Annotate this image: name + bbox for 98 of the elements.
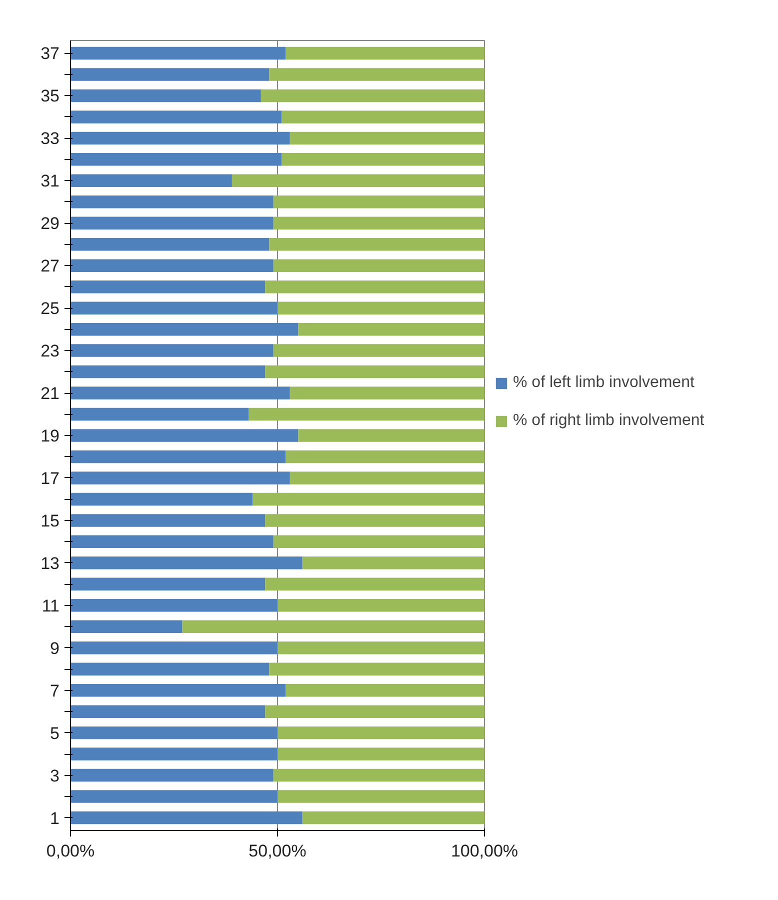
bar (278, 748, 484, 760)
y-tick-label: 23 (40, 342, 60, 361)
bar (70, 556, 302, 570)
bar (70, 365, 266, 378)
y-tick-label: 25 (40, 299, 60, 318)
bar (298, 429, 484, 442)
y-tick-label: 13 (40, 554, 60, 573)
bar (70, 578, 266, 591)
bar (70, 196, 274, 208)
bar (273, 535, 484, 548)
bar (70, 68, 270, 81)
bar (70, 705, 266, 718)
bar (269, 68, 484, 81)
x-tick-label: 0,00% (46, 842, 95, 860)
bar (70, 768, 274, 782)
y-tick-label: 31 (40, 172, 60, 191)
bar (286, 684, 484, 697)
bar (70, 726, 278, 740)
y-tick-label: 27 (40, 256, 60, 276)
bar (70, 174, 232, 188)
bar (278, 641, 484, 654)
bar (278, 302, 484, 314)
bar (265, 705, 484, 718)
y-tick-label: 21 (40, 384, 60, 404)
bar (273, 216, 484, 230)
bar (70, 89, 261, 102)
y-tick-label: 15 (40, 511, 60, 530)
y-tick-label: 29 (40, 214, 60, 234)
x-tick-label: 100,00% (450, 842, 518, 860)
bar (273, 196, 484, 208)
bar (70, 322, 298, 336)
bar (273, 768, 484, 782)
bar (70, 110, 282, 124)
bar (302, 556, 484, 570)
y-tick-label: 33 (40, 129, 60, 148)
bar (70, 408, 249, 421)
bar (70, 429, 298, 442)
y-tick-label: 11 (42, 596, 60, 616)
bar (290, 472, 484, 484)
y-tick-label: 5 (50, 724, 60, 743)
bar (70, 811, 302, 824)
bar (70, 386, 290, 400)
y-tick-label: 3 (50, 766, 60, 786)
bar (282, 153, 484, 166)
bar (282, 110, 484, 124)
bar (70, 280, 266, 294)
bar (70, 344, 274, 357)
bar (70, 46, 286, 60)
bar (70, 492, 253, 506)
bar (70, 684, 286, 697)
bar (265, 365, 484, 378)
bar (269, 662, 484, 676)
y-tick-label: 19 (40, 426, 60, 446)
y-tick-label: 9 (50, 638, 60, 658)
bar (248, 408, 484, 421)
x-tick-label: 50,00% (248, 842, 306, 860)
bar (260, 89, 484, 102)
bar (298, 322, 484, 336)
bar (265, 280, 484, 294)
bar (70, 535, 274, 548)
bar (286, 46, 484, 60)
y-tick-label: 7 (50, 681, 60, 700)
bar (265, 514, 484, 527)
y-tick-label: 17 (40, 468, 60, 488)
bar (278, 790, 484, 803)
bar (269, 238, 484, 251)
bar (302, 811, 484, 824)
bar (232, 174, 484, 188)
bar (278, 726, 484, 740)
y-tick-label: 1 (50, 808, 60, 828)
y-tick-label: 37 (40, 44, 60, 64)
legend-label: % of right limb involvement (513, 412, 704, 430)
bar (273, 259, 484, 272)
bar (252, 492, 484, 506)
bar (182, 620, 484, 633)
bar (273, 344, 484, 357)
bar (70, 259, 274, 272)
bar (290, 132, 484, 145)
bar (70, 641, 278, 654)
bar (70, 599, 278, 612)
bar (70, 662, 270, 676)
bar (70, 450, 286, 464)
legend-label: % of left limb involvement (513, 374, 694, 392)
bar (70, 514, 266, 527)
bar (70, 790, 278, 803)
bar (70, 302, 278, 314)
bar (70, 748, 278, 760)
bar (70, 620, 182, 633)
bar (290, 386, 484, 400)
bar (70, 132, 290, 145)
y-tick-label: 35 (40, 86, 60, 106)
bar (70, 472, 290, 484)
bar (278, 599, 484, 612)
bar (265, 578, 484, 591)
bar (286, 450, 484, 464)
bar (70, 153, 282, 166)
bar (70, 238, 270, 251)
bar (70, 216, 274, 230)
